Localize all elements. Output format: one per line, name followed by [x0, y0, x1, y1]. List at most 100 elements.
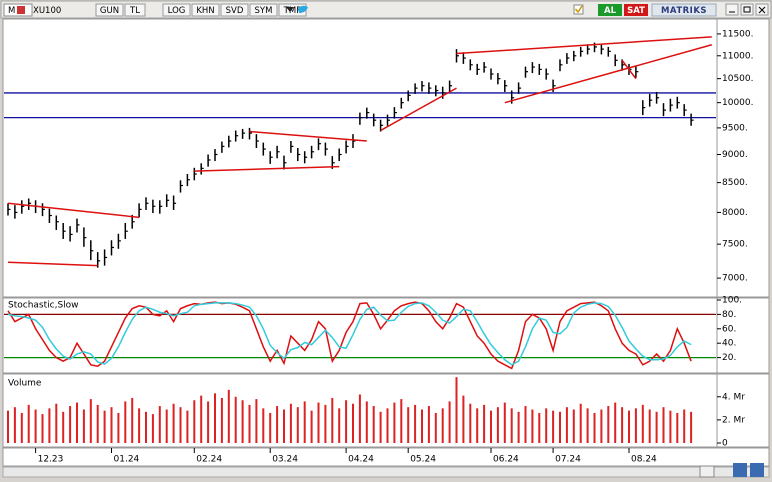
- volume-bar: [186, 410, 189, 443]
- y-tick-label: 20.: [722, 353, 736, 363]
- volume-bar: [441, 408, 444, 443]
- x-tick-label: 03.24: [272, 455, 298, 465]
- toolbar-button[interactable]: LOG: [162, 3, 191, 17]
- checkbox[interactable]: [573, 4, 584, 15]
- x-tick-label: 07.24: [555, 455, 581, 465]
- volume-bar: [683, 409, 686, 443]
- volume-bar: [434, 412, 437, 443]
- window-controls[interactable]: [725, 3, 769, 16]
- volume-bar: [400, 399, 403, 443]
- menu-button[interactable]: M: [3, 3, 33, 17]
- y-tick-label: 8000.: [722, 208, 748, 218]
- y-tick-label: 0: [722, 439, 728, 449]
- brand-label: MATRIKS: [661, 6, 707, 16]
- volume-bar: [669, 410, 672, 443]
- volume-bar: [503, 402, 506, 443]
- volume-bar: [338, 408, 341, 443]
- volume-bar: [207, 401, 210, 443]
- volume-bar: [352, 403, 354, 443]
- toolbar-button[interactable]: TL: [124, 3, 146, 17]
- volume-bar: [248, 404, 251, 443]
- price-axis-panel: [716, 18, 770, 298]
- trendline: [7, 261, 98, 267]
- volume-bar: [200, 395, 203, 443]
- trendline: [504, 44, 713, 104]
- checkbox-check: [574, 5, 583, 14]
- y-tick-label: 11500.: [722, 29, 754, 39]
- volume-bar: [414, 404, 417, 443]
- buy-label: AL: [604, 6, 617, 16]
- sell-button[interactable]: SAT: [624, 4, 648, 16]
- volume-bar: [538, 412, 541, 443]
- volume-bar: [131, 397, 134, 443]
- volume-bar: [283, 409, 285, 443]
- volume-title: Volume: [8, 379, 42, 389]
- toolbar-buttons: GUN TL LOG KHN SVD SYM TMP: [95, 3, 307, 17]
- volume-bar: [614, 402, 617, 443]
- volume-bar: [427, 406, 430, 443]
- volume-bar: [586, 408, 589, 443]
- volume-bar: [648, 409, 651, 443]
- x-tick-label: 02.24: [196, 455, 222, 465]
- volume-bar: [117, 412, 120, 443]
- settings-icon[interactable]: [750, 463, 764, 477]
- button-label: TL: [129, 6, 140, 16]
- y-tick-label: 100.: [722, 296, 742, 306]
- volume-bar: [89, 399, 92, 443]
- stochastic-title: Stochastic,Slow: [8, 301, 79, 311]
- twitter-icon[interactable]: [298, 5, 308, 13]
- toolbar-button[interactable]: SVD: [220, 3, 249, 17]
- volume-bar: [421, 409, 423, 443]
- y-tick-label: 11000.: [722, 51, 754, 61]
- volume-bar: [255, 399, 258, 443]
- y-tick-label: 80.: [722, 310, 736, 320]
- volume-bar: [600, 409, 603, 443]
- flag-icon: [17, 6, 25, 14]
- y-tick-label: 8500.: [722, 178, 748, 188]
- button-label: TMP: [283, 6, 302, 16]
- volume-bar: [628, 410, 630, 443]
- toolbar-button[interactable]: SYM: [249, 3, 278, 17]
- volume-bar: [559, 411, 561, 443]
- volume-bar: [690, 411, 693, 443]
- button-label: KHN: [196, 6, 214, 16]
- volume-bar: [289, 403, 292, 443]
- volume-bar: [469, 403, 472, 443]
- y-tick-label: 40.: [722, 339, 736, 349]
- volume-bar: [76, 402, 78, 443]
- volume-bar: [621, 407, 624, 443]
- scrollbar[interactable]: [2, 466, 770, 478]
- buy-button[interactable]: AL: [598, 4, 622, 16]
- volume-bar: [303, 401, 306, 443]
- volume-bar: [476, 408, 479, 443]
- volume-bar: [179, 407, 182, 443]
- volume-bar: [345, 400, 348, 443]
- sell-label: SAT: [627, 6, 645, 16]
- scroll-left[interactable]: [699, 465, 715, 478]
- refresh-icon[interactable]: [733, 463, 747, 477]
- volume-bar: [662, 407, 665, 443]
- y-tick-label: 60.: [722, 324, 736, 334]
- volume-bar: [455, 377, 458, 443]
- toolbar-button[interactable]: KHN: [191, 3, 220, 17]
- volume-bar: [110, 407, 113, 443]
- y-tick-label: 7500.: [722, 240, 748, 250]
- volume-bar: [524, 406, 527, 443]
- x-tick-label: 06.24: [493, 455, 519, 465]
- volume-bar: [386, 408, 389, 443]
- volume-bar: [103, 410, 106, 443]
- volume-bar: [331, 397, 334, 443]
- volume-bar: [496, 407, 499, 443]
- volume-bar: [490, 410, 492, 443]
- volume-bar: [317, 402, 320, 443]
- price-panel: [2, 18, 718, 298]
- trendline: [7, 202, 140, 219]
- trendline: [194, 165, 340, 172]
- x-tick-label: 12.23: [38, 455, 64, 465]
- volume-bar: [234, 396, 237, 443]
- stochastic-line: [7, 301, 692, 370]
- volume-bar: [531, 409, 534, 443]
- dropdown-icon[interactable]: [286, 7, 294, 12]
- toolbar-button[interactable]: GUN: [95, 3, 124, 17]
